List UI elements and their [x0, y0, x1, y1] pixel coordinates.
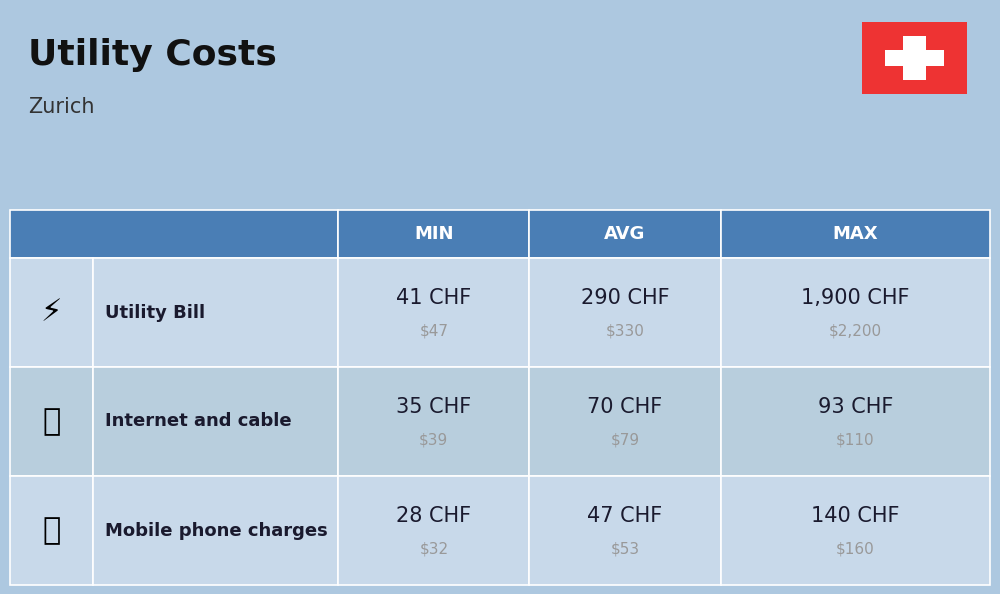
Text: $160: $160: [836, 542, 875, 557]
Bar: [885, 50, 944, 66]
Bar: [10, 367, 93, 476]
Text: 70 CHF: 70 CHF: [587, 397, 663, 418]
Text: Utility Bill: Utility Bill: [105, 304, 205, 321]
Text: Zurich: Zurich: [28, 97, 94, 117]
Bar: [93, 258, 338, 367]
Text: Internet and cable: Internet and cable: [105, 412, 292, 431]
Bar: [338, 210, 529, 258]
Bar: [93, 367, 338, 476]
Bar: [720, 367, 990, 476]
Bar: [529, 476, 720, 585]
Text: $39: $39: [419, 432, 448, 447]
Text: MIN: MIN: [414, 225, 454, 243]
Text: 140 CHF: 140 CHF: [811, 506, 900, 526]
Bar: [903, 36, 926, 80]
Bar: [862, 22, 967, 94]
Text: ⚡: ⚡: [41, 298, 62, 327]
Text: $330: $330: [606, 324, 644, 339]
Text: 1,900 CHF: 1,900 CHF: [801, 288, 910, 308]
Bar: [338, 476, 529, 585]
Text: 28 CHF: 28 CHF: [396, 506, 471, 526]
Bar: [529, 210, 720, 258]
Bar: [10, 258, 93, 367]
Text: $79: $79: [610, 432, 640, 447]
Text: $110: $110: [836, 432, 875, 447]
Bar: [10, 210, 338, 258]
Text: 📡: 📡: [43, 407, 61, 436]
Bar: [529, 258, 720, 367]
Text: Utility Costs: Utility Costs: [28, 38, 277, 72]
Bar: [93, 476, 338, 585]
Text: MAX: MAX: [832, 225, 878, 243]
Text: 📱: 📱: [43, 516, 61, 545]
Text: 47 CHF: 47 CHF: [587, 506, 663, 526]
Bar: [338, 258, 529, 367]
Bar: [10, 476, 93, 585]
Text: 35 CHF: 35 CHF: [396, 397, 471, 418]
Bar: [720, 476, 990, 585]
Bar: [529, 367, 720, 476]
Text: $32: $32: [419, 542, 448, 557]
Bar: [720, 258, 990, 367]
Text: $47: $47: [419, 324, 448, 339]
Text: $53: $53: [610, 542, 640, 557]
Text: 41 CHF: 41 CHF: [396, 288, 471, 308]
Text: AVG: AVG: [604, 225, 646, 243]
Text: Mobile phone charges: Mobile phone charges: [105, 522, 328, 539]
Bar: [720, 210, 990, 258]
Text: $2,200: $2,200: [829, 324, 882, 339]
Text: 290 CHF: 290 CHF: [581, 288, 669, 308]
Text: 93 CHF: 93 CHF: [818, 397, 893, 418]
Bar: [338, 367, 529, 476]
